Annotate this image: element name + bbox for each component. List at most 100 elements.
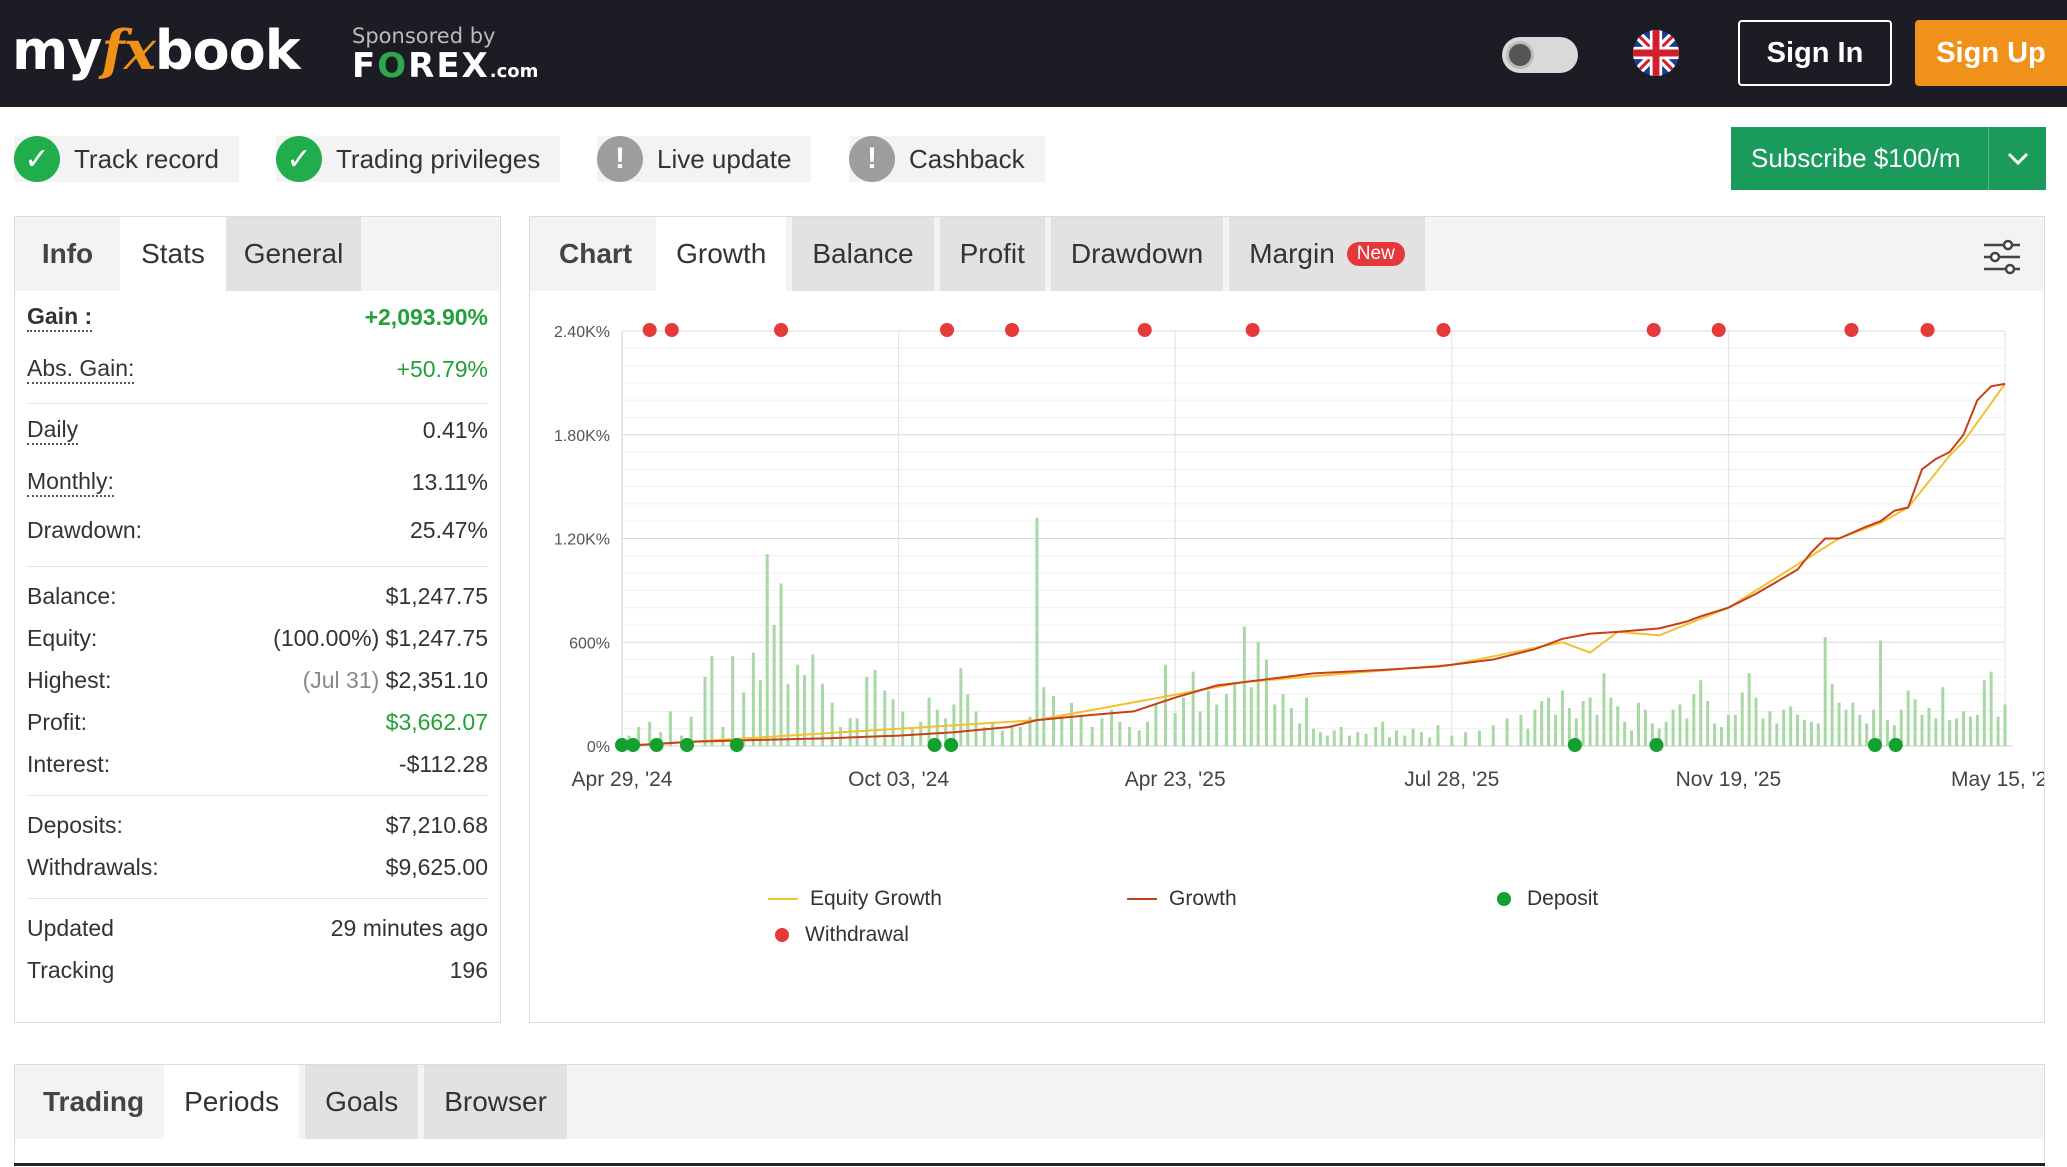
volume-bar xyxy=(1747,673,1751,746)
badge-live-update[interactable]: ! Live update xyxy=(597,136,812,182)
uk-flag-icon[interactable] xyxy=(1633,30,1679,76)
tab-goals[interactable]: Goals xyxy=(305,1065,419,1139)
stat-value: $7,210.68 xyxy=(385,811,488,838)
legend-equity-growth[interactable]: Equity Growth xyxy=(768,887,942,911)
volume-bar xyxy=(1789,706,1793,746)
stat-label[interactable]: Abs. Gain: xyxy=(27,355,135,384)
tab-general[interactable]: General xyxy=(226,217,361,291)
growth-chart: 0% 600% 1.20K% 1.80K% 2.40K% Apr 29, '24 Oct 0… xyxy=(554,323,2044,791)
volume-bar xyxy=(1154,704,1158,746)
legend-label: Equity Growth xyxy=(810,887,942,910)
sign-in-button[interactable]: Sign In xyxy=(1738,20,1892,86)
volume-bar xyxy=(1913,699,1917,746)
tab-drawdown[interactable]: Drawdown xyxy=(1050,217,1224,291)
subscribe-button[interactable]: Subscribe $100/m xyxy=(1731,127,2046,190)
volume-bar xyxy=(1100,718,1104,746)
badge-cashback[interactable]: ! Cashback xyxy=(849,136,1045,182)
volume-bar xyxy=(1305,697,1309,746)
y-tick-label: 1.80K% xyxy=(554,428,610,445)
volume-bar xyxy=(910,728,914,746)
stat-value: $9,625.00 xyxy=(385,853,488,880)
volume-bar xyxy=(703,676,707,746)
sliders-icon[interactable] xyxy=(1982,237,2022,277)
legend-dot-icon xyxy=(775,928,789,942)
bottom-divider xyxy=(14,1163,2045,1166)
volume-bar xyxy=(1233,683,1237,746)
withdrawal-marker xyxy=(642,323,657,337)
stat-value: +2,093.90% xyxy=(364,303,488,330)
chevron-down-icon[interactable] xyxy=(1988,127,2046,190)
x-tick-label: Apr 29, '24 xyxy=(572,768,673,791)
sponsor-block[interactable]: Sponsored by FOREX.com xyxy=(352,24,538,90)
tab-trading[interactable]: Trading xyxy=(43,1086,145,1117)
stat-label[interactable]: Gain : xyxy=(27,303,93,332)
volume-bar xyxy=(1374,726,1378,746)
volume-bar xyxy=(1962,711,1966,746)
volume-bar xyxy=(1428,737,1432,746)
myfxbook-logo[interactable]: my fx book xyxy=(12,10,301,90)
stat-label: Equity: xyxy=(27,624,98,651)
volume-bar xyxy=(1436,725,1440,746)
tab-info[interactable]: Info xyxy=(41,238,94,269)
deposit-marker xyxy=(927,738,942,752)
withdrawal-marker xyxy=(940,323,955,337)
volume-bar xyxy=(1403,735,1407,746)
withdrawal-marker xyxy=(1646,323,1661,337)
volume-bar xyxy=(637,726,641,746)
volume-bar xyxy=(668,711,672,746)
volume-bar xyxy=(1242,626,1246,746)
tab-browser[interactable]: Browser xyxy=(424,1065,567,1139)
volume-bar xyxy=(1118,721,1122,746)
withdrawal-marker xyxy=(1245,323,1260,337)
stats-list: Gain : +2,093.90% Abs. Gain: +50.79% Dai… xyxy=(15,291,500,991)
tab-profit[interactable]: Profit xyxy=(939,217,1045,291)
chart-markers xyxy=(615,323,1935,752)
logo-part-book: book xyxy=(154,18,301,82)
badge-track-record[interactable]: ✓ Track record xyxy=(14,136,239,182)
tab-margin[interactable]: Margin New xyxy=(1229,217,1425,291)
volume-bar xyxy=(1215,704,1219,746)
withdrawal-marker xyxy=(1005,323,1020,337)
volume-bar xyxy=(1273,704,1277,746)
volume-bar xyxy=(1975,714,1979,746)
trading-panel: Trading Periods Goals Browser xyxy=(14,1064,2045,1167)
badge-trading-privileges[interactable]: ✓ Trading privileges xyxy=(276,136,561,182)
volume-bar xyxy=(966,694,970,746)
stat-label[interactable]: Daily xyxy=(27,416,79,445)
legend-label: Deposit xyxy=(1527,887,1599,910)
volume-bar xyxy=(1028,716,1032,746)
legend-growth[interactable]: Growth xyxy=(1127,887,1237,911)
tab-growth[interactable]: Growth xyxy=(656,217,787,291)
volume-bar xyxy=(883,690,887,746)
tab-periods[interactable]: Periods xyxy=(164,1065,300,1139)
legend-line-icon xyxy=(768,898,798,900)
stat-label: Profit: xyxy=(27,708,88,735)
volume-bar xyxy=(1713,723,1717,746)
theme-toggle[interactable] xyxy=(1502,37,1578,73)
tab-chart[interactable]: Chart xyxy=(559,238,633,269)
volume-bar xyxy=(721,726,725,746)
tab-stats[interactable]: Stats xyxy=(120,217,226,291)
equity-percent: (100.00%) xyxy=(273,624,380,651)
volume-bar xyxy=(1830,683,1834,746)
chart-grid xyxy=(621,330,2013,747)
volume-bar xyxy=(2003,704,2007,746)
volume-bar xyxy=(991,721,995,746)
legend-withdrawal[interactable]: Withdrawal xyxy=(775,923,909,947)
legend-deposit[interactable]: Deposit xyxy=(1497,887,1598,911)
tab-balance[interactable]: Balance xyxy=(792,217,934,291)
volume-bar xyxy=(891,699,895,746)
badge-label: Cashback xyxy=(909,143,1025,174)
volume-bar xyxy=(1312,728,1315,746)
stat-updated: Updated 29 minutes ago xyxy=(27,907,488,949)
volume-bar xyxy=(1775,723,1779,746)
volume-bar xyxy=(786,683,790,746)
volume-bar xyxy=(1388,737,1392,746)
volume-bar xyxy=(1637,702,1641,746)
volume-bar xyxy=(1419,732,1423,746)
withdrawal-marker xyxy=(1920,323,1935,337)
volume-bar xyxy=(1281,694,1285,746)
deposit-marker xyxy=(680,738,695,752)
sign-up-button[interactable]: Sign Up xyxy=(1915,20,2067,86)
stat-label[interactable]: Monthly: xyxy=(27,468,114,497)
